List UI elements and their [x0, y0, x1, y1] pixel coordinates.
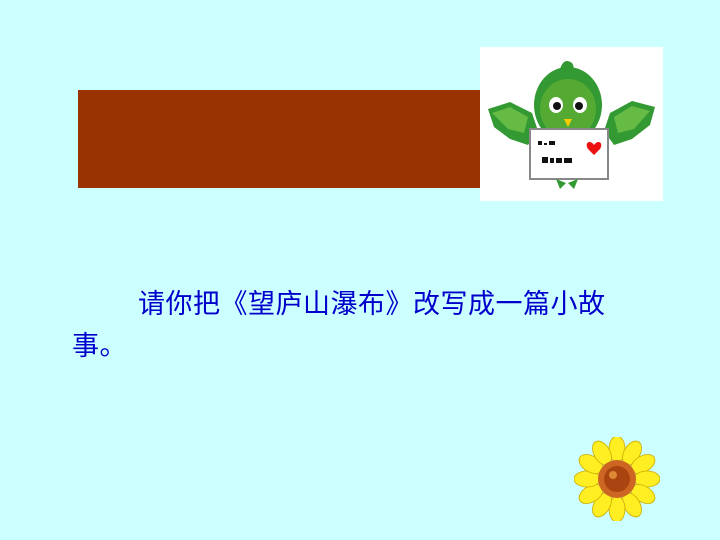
bird-illustration: [480, 47, 663, 201]
sunflower-icon: [573, 435, 661, 523]
title-bar: [78, 90, 482, 188]
body-text: 请你把《望庐山瀑布》改写成一篇小故事。: [72, 289, 606, 362]
sunflower-decoration: [573, 435, 661, 523]
green-bird-holding-letter-icon: [488, 61, 655, 189]
